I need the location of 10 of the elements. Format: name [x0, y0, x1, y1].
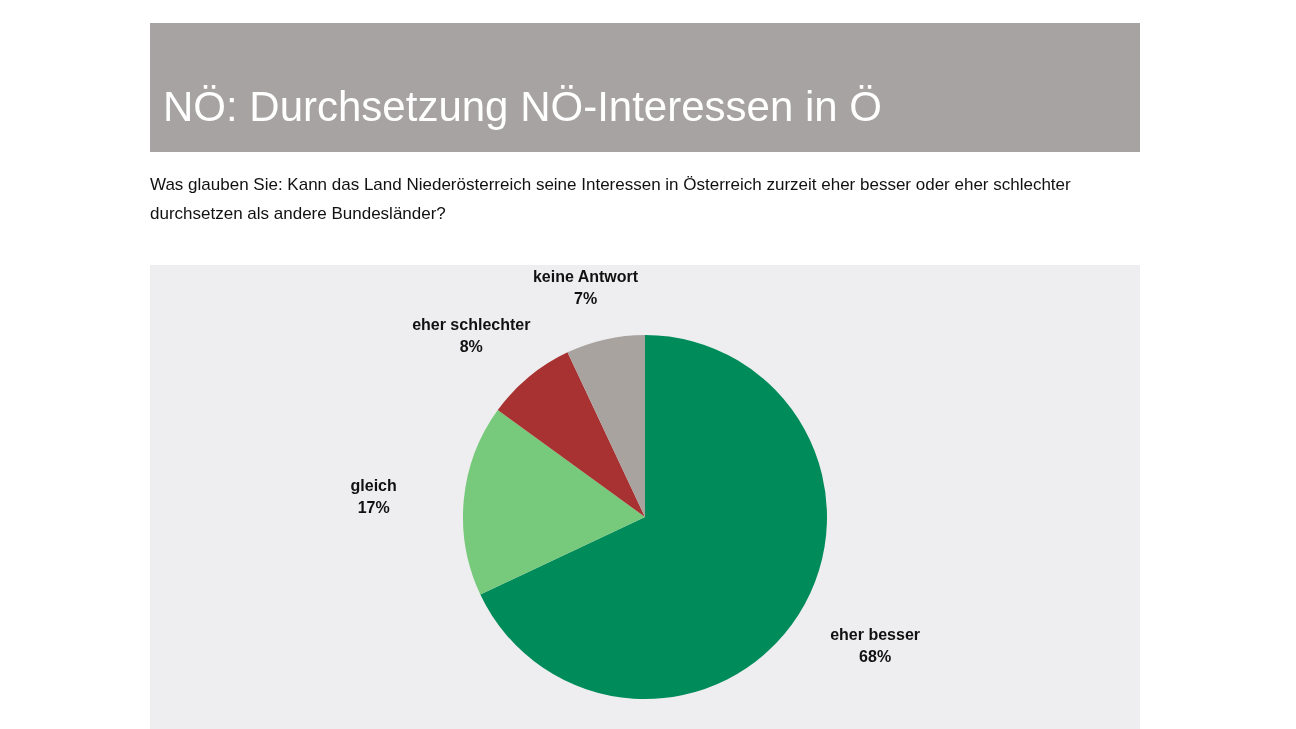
chart-subtitle: Was glauben Sie: Kann das Land Niederösterreich seine Interessen in Österreich zurzeit eher besser oder eher schlechter durchsetzen als andere Bundesländer?	[150, 174, 1072, 225]
slice-label: eher schlechter	[412, 316, 531, 334]
slice-label: keine Antwort	[532, 267, 639, 285]
data-label: 8%	[459, 338, 483, 356]
data-label: 7%	[573, 289, 598, 307]
data-label: 17%	[357, 498, 390, 516]
slice-label: eher besser	[830, 625, 921, 643]
chart-title: NÖ: Durchsetzung NÖ-Interessen in Ö	[150, 23, 1140, 152]
data-label: 68%	[859, 647, 892, 665]
slice-label: gleich	[350, 476, 397, 494]
